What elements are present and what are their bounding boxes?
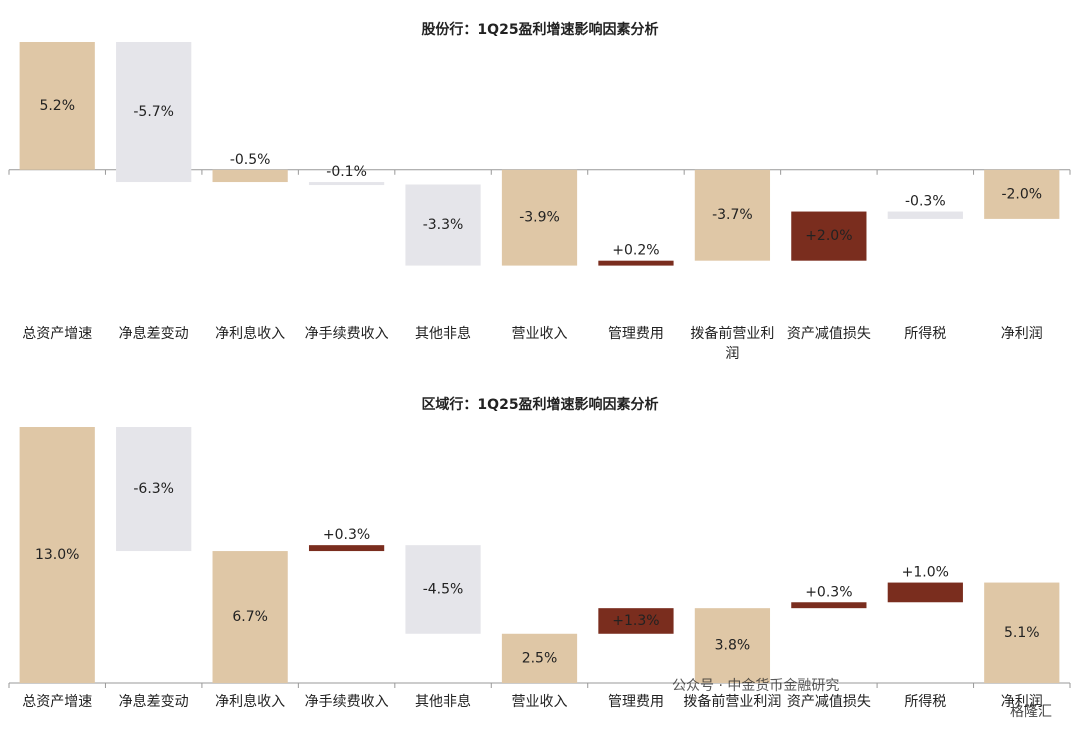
value-label: -3.9%: [519, 210, 560, 226]
bar: [694, 169, 771, 261]
bar: [791, 211, 867, 261]
bar: [984, 169, 1060, 219]
watermark: 公众号 · 中金货币金融研究: [672, 677, 839, 694]
bar: [405, 545, 481, 634]
category-label: 净息差变动: [118, 326, 189, 342]
category-label: 净手续费收入: [304, 326, 389, 342]
bar: [212, 551, 288, 683]
category-label: 营业收入: [511, 326, 568, 342]
bar: [791, 602, 867, 609]
value-label: -3.7%: [712, 207, 753, 223]
category-label: 净手续费收入: [304, 694, 389, 710]
bar: [501, 633, 578, 683]
category-label: 总资产增速: [22, 694, 93, 710]
value-label: +2.0%: [805, 228, 852, 244]
bar: [984, 582, 1060, 683]
bar: [19, 42, 95, 170]
value-label: 3.8%: [715, 638, 751, 654]
category-label: 拨备前营业利润: [683, 694, 782, 710]
category-label: 净利润: [1000, 326, 1043, 342]
value-label: 5.2%: [39, 98, 75, 114]
category-label: 所得税: [904, 326, 947, 342]
value-label: 13.0%: [35, 547, 79, 563]
category-label: 管理费用: [607, 326, 664, 342]
bar: [212, 169, 288, 183]
bar: [501, 169, 578, 266]
value-label: 2.5%: [522, 650, 558, 666]
value-label: +1.3%: [612, 613, 659, 629]
bar: [694, 608, 771, 683]
bar: [598, 260, 674, 266]
value-label: -0.5%: [230, 152, 271, 168]
bar: [887, 211, 963, 219]
value-label: +0.2%: [612, 243, 659, 259]
chart-title: 股份行：1Q25盈利增速影响因素分析: [421, 21, 658, 38]
bar: [308, 182, 385, 186]
category-label: 其他非息: [415, 326, 472, 342]
category-label: 其他非息: [415, 694, 472, 710]
watermark: 格隆汇: [1010, 704, 1052, 720]
bar: [116, 42, 192, 183]
value-label: +0.3%: [323, 527, 370, 543]
value-label: -3.3%: [423, 217, 464, 233]
category-label: 管理费用: [607, 694, 664, 710]
value-label: -4.5%: [423, 581, 464, 597]
value-label: -6.3%: [133, 481, 174, 497]
value-label: 6.7%: [232, 609, 268, 625]
bar: [405, 184, 481, 266]
bar: [19, 427, 95, 683]
category-label: 所得税: [904, 694, 947, 710]
category-label: 资产减值损失: [786, 326, 871, 342]
category-label: 净息差变动: [118, 694, 189, 710]
category-label: 资产减值损失: [786, 694, 871, 710]
value-label: -0.3%: [905, 194, 946, 210]
value-label: +1.0%: [902, 565, 949, 581]
bar: [116, 427, 192, 552]
category-label: 净利息收入: [215, 326, 286, 342]
bar: [887, 582, 963, 603]
value-label: 5.1%: [1004, 625, 1040, 641]
value-label: -0.1%: [326, 164, 367, 180]
value-label: -5.7%: [133, 104, 174, 120]
bar: [598, 608, 674, 634]
category-label: 总资产增速: [22, 326, 93, 342]
category-label: 营业收入: [511, 694, 568, 710]
chart-title: 区域行：1Q25盈利增速影响因素分析: [421, 396, 658, 413]
value-label: +0.3%: [805, 584, 852, 600]
value-label: -2.0%: [1001, 186, 1042, 202]
category-label: 净利息收入: [215, 694, 286, 710]
bar: [308, 545, 385, 552]
category-label: 净利润: [1000, 694, 1043, 710]
category-label: 拨备前营业利润: [690, 326, 775, 362]
